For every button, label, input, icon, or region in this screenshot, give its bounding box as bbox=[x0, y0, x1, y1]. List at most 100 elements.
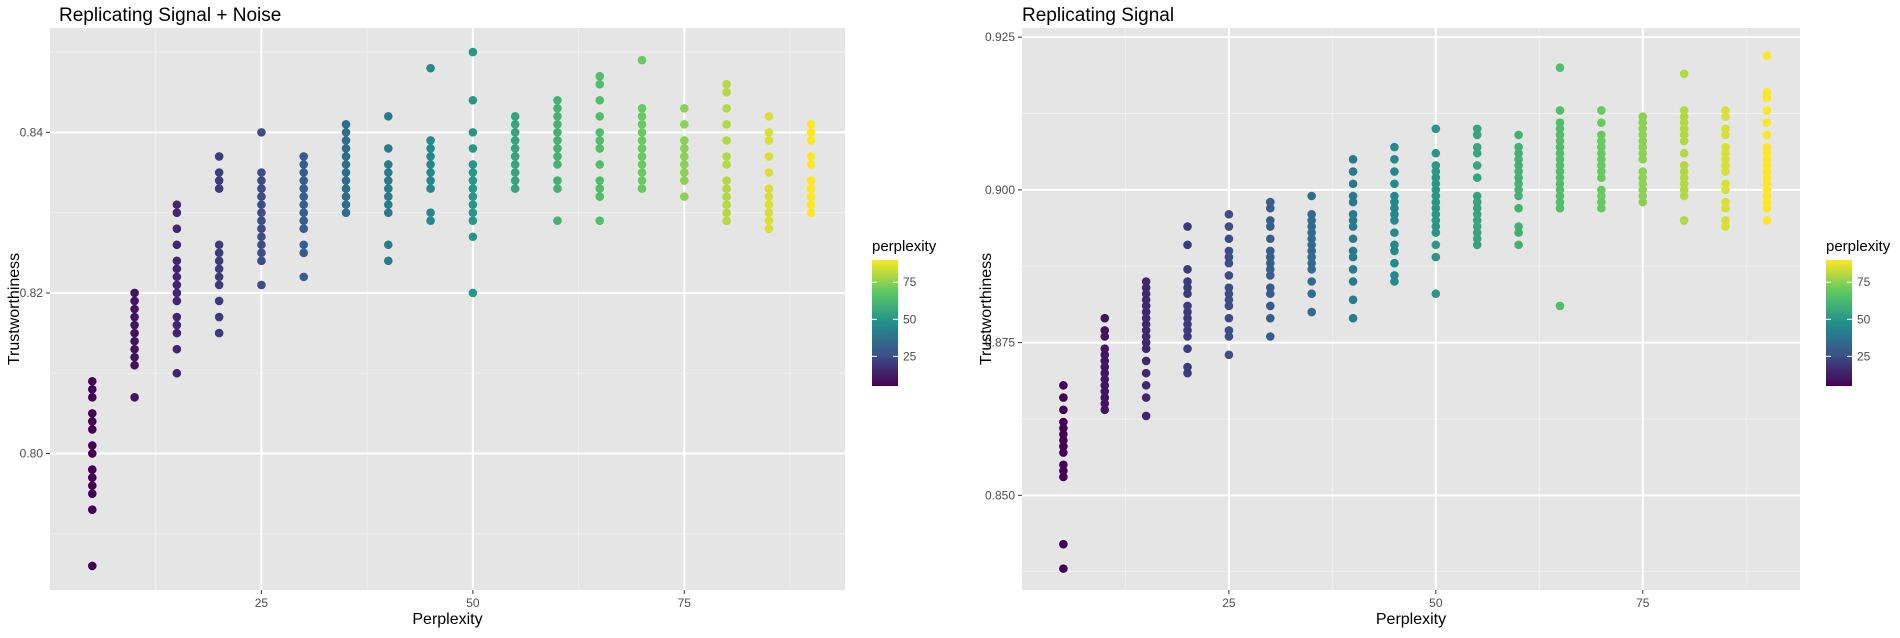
data-point bbox=[1307, 289, 1316, 299]
data-point bbox=[1472, 130, 1482, 140]
data-point bbox=[1224, 295, 1234, 305]
data-point bbox=[1721, 148, 1730, 158]
data-point bbox=[1762, 93, 1772, 103]
data-point bbox=[1555, 191, 1565, 201]
data-point bbox=[1514, 173, 1523, 182]
data-point bbox=[341, 136, 351, 145]
data-point bbox=[1265, 289, 1275, 299]
data-point bbox=[1307, 252, 1316, 262]
data-point bbox=[341, 168, 351, 177]
data-point bbox=[1059, 381, 1068, 390]
data-point bbox=[1183, 222, 1192, 231]
data-point bbox=[1597, 155, 1606, 164]
data-point bbox=[299, 272, 309, 282]
data-point bbox=[1141, 338, 1151, 347]
data-point bbox=[1514, 142, 1523, 152]
data-point bbox=[764, 136, 774, 145]
data-point bbox=[806, 176, 816, 185]
data-point bbox=[1597, 136, 1606, 146]
data-point bbox=[806, 136, 816, 145]
data-point bbox=[1555, 106, 1565, 115]
data-point bbox=[130, 296, 139, 306]
data-point bbox=[680, 192, 689, 201]
data-point bbox=[468, 192, 478, 201]
data-point bbox=[426, 144, 435, 153]
data-point bbox=[257, 208, 266, 217]
data-point bbox=[510, 160, 520, 169]
data-point bbox=[1431, 252, 1441, 262]
data-point bbox=[1555, 167, 1565, 176]
data-point bbox=[1762, 216, 1772, 225]
data-point bbox=[1472, 234, 1482, 244]
data-point bbox=[426, 176, 435, 185]
data-point bbox=[87, 425, 97, 434]
data-point bbox=[1721, 167, 1730, 176]
data-point bbox=[1597, 148, 1606, 158]
data-point bbox=[1059, 466, 1068, 476]
data-point bbox=[1721, 179, 1730, 189]
data-point bbox=[1059, 460, 1068, 470]
data-point bbox=[1348, 216, 1358, 225]
data-point bbox=[87, 409, 97, 418]
data-point bbox=[1472, 173, 1482, 182]
data-point bbox=[341, 192, 351, 201]
data-point bbox=[1183, 344, 1192, 354]
data-point bbox=[299, 240, 309, 250]
data-point bbox=[299, 192, 309, 201]
panel-p1: 25 50 75 0.80 0.82 0.84 Replicating Signal + N… bbox=[6, 5, 937, 628]
data-point bbox=[764, 152, 774, 161]
data-point bbox=[1183, 264, 1192, 274]
data-point bbox=[1265, 234, 1275, 244]
data-point bbox=[1721, 130, 1730, 140]
data-point bbox=[1059, 539, 1068, 549]
data-point bbox=[1059, 405, 1068, 415]
data-point bbox=[764, 216, 774, 225]
data-point bbox=[87, 473, 97, 482]
data-point bbox=[1390, 277, 1399, 286]
data-point bbox=[680, 136, 689, 145]
data-point bbox=[1555, 142, 1565, 152]
data-point bbox=[1638, 136, 1648, 146]
y-axis-label: Trustworthiness bbox=[978, 253, 995, 365]
data-point bbox=[1183, 368, 1192, 378]
data-point bbox=[1472, 197, 1482, 207]
data-point bbox=[172, 240, 182, 250]
data-point bbox=[595, 144, 605, 153]
data-point bbox=[130, 328, 139, 338]
data-point bbox=[1597, 106, 1606, 115]
data-point bbox=[1555, 203, 1565, 213]
data-point bbox=[426, 136, 435, 145]
data-point bbox=[1265, 301, 1275, 311]
data-point bbox=[806, 184, 816, 193]
data-point bbox=[1431, 185, 1441, 195]
y-tick-label: 0.80 bbox=[20, 447, 44, 461]
legend-tick-label: 25 bbox=[1857, 349, 1871, 363]
data-point bbox=[1679, 167, 1689, 176]
data-point bbox=[1762, 203, 1772, 213]
data-point bbox=[1224, 326, 1234, 335]
data-point bbox=[1100, 368, 1110, 378]
data-point bbox=[637, 152, 647, 161]
data-point bbox=[172, 264, 182, 274]
data-point bbox=[637, 120, 647, 129]
data-point bbox=[1472, 124, 1482, 134]
data-point bbox=[299, 168, 309, 177]
data-point bbox=[1597, 191, 1606, 201]
data-point bbox=[510, 128, 520, 137]
data-point bbox=[1265, 222, 1275, 231]
panel-p2: 25 50 75 0.850 0.875 0.900 0.925 Replicating Si… bbox=[978, 5, 1891, 628]
data-point bbox=[299, 152, 309, 161]
data-point bbox=[1141, 283, 1151, 292]
data-point bbox=[130, 336, 139, 346]
data-point bbox=[1100, 326, 1110, 335]
data-point bbox=[426, 152, 435, 161]
data-point bbox=[722, 79, 731, 89]
data-point bbox=[1059, 417, 1068, 427]
data-point bbox=[172, 296, 182, 306]
data-point bbox=[1555, 136, 1565, 146]
data-point bbox=[1183, 332, 1192, 341]
data-point bbox=[1721, 203, 1730, 213]
data-point bbox=[1431, 173, 1441, 182]
data-point bbox=[87, 384, 97, 394]
y-tick-label: 0.925 bbox=[985, 30, 1015, 44]
